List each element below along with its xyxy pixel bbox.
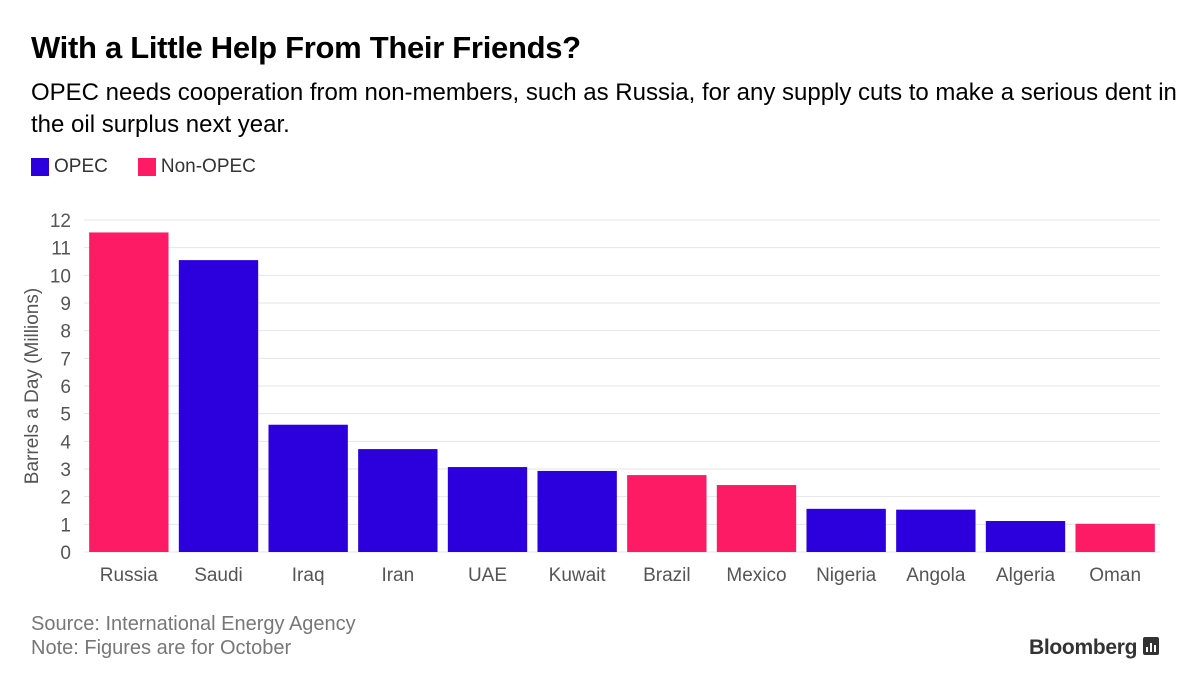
y-tick-label: 8 [60,322,71,343]
bar-saudi [178,260,259,552]
bar-mexico [716,485,797,552]
y-tick-label: 12 [50,211,71,232]
bar-angola [896,509,976,552]
legend: OPEC Non-OPEC [31,155,286,179]
y-tick-label: 4 [60,432,71,453]
x-tick-label: Saudi [194,565,243,586]
legend-item-opec: OPEC [31,156,108,178]
y-tick-label: 0 [60,543,71,564]
chart-title: With a Little Help From Their Friends? [31,30,581,65]
legend-label-opec: OPEC [54,156,108,177]
brand-logo: Bloomberg [1029,636,1160,660]
bar-brazil [627,475,707,552]
y-tick-label: 11 [51,239,71,260]
y-tick-label: 7 [60,349,71,370]
y-tick-label: 5 [60,405,71,426]
brand-text: Bloomberg [1029,636,1138,659]
x-tick-label: Iraq [292,565,325,586]
bar-nigeria [806,508,886,552]
bar-iran [358,449,438,552]
x-tick-label: Iran [381,565,414,586]
bar-oman [1075,523,1155,552]
y-tick-label: 6 [60,377,71,398]
legend-item-non-opec: Non-OPEC [137,156,256,178]
x-tick-label: Angola [906,565,966,586]
bar-uae [447,467,528,552]
x-tick-label: Algeria [996,565,1056,586]
x-tick-label: Oman [1089,565,1141,586]
x-tick-label: Nigeria [816,565,877,586]
y-tick-label: 10 [50,266,71,287]
x-tick-label: Mexico [726,565,786,586]
note-text: Note: Figures are for October [31,637,292,659]
legend-swatch-non-opec [137,158,156,176]
x-tick-label: Russia [100,565,159,586]
x-tick-label: Brazil [643,565,691,586]
x-tick-label: UAE [468,565,507,586]
y-tick-label: 9 [60,294,71,315]
legend-label-non-opec: Non-OPEC [160,156,256,177]
chart-subtitle: OPEC needs cooperation from non-members,… [31,79,1177,138]
x-tick-label: Kuwait [549,565,607,586]
bar-iraq [268,424,348,552]
y-tick-label: 1 [60,515,71,536]
y-tick-label: 3 [60,460,71,481]
bloomberg-terminal-icon [1143,636,1160,660]
bar-russia [89,232,169,552]
y-tick-label: 2 [60,488,71,509]
legend-swatch-opec [31,158,49,176]
source-text: Source: International Energy Agency [31,613,356,635]
y-axis-label: Barrels a Day (Millions) [22,288,43,484]
bar-algeria [985,521,1066,552]
bar-kuwait [537,470,617,552]
